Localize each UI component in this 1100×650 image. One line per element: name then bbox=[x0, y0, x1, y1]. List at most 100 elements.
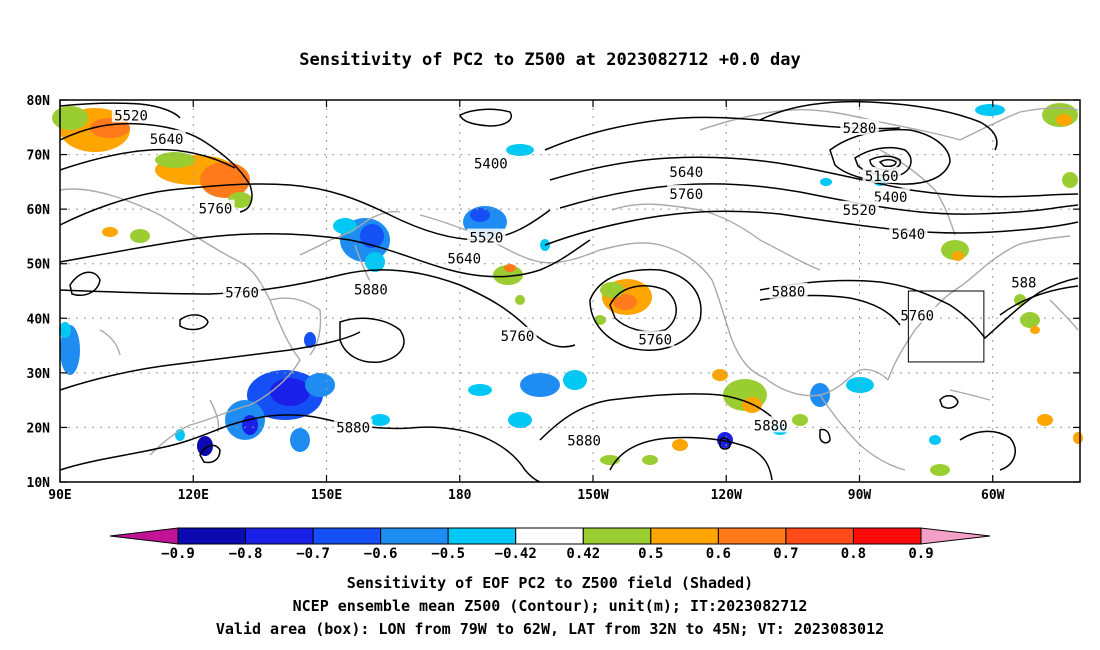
colorbar-label: −0.5 bbox=[431, 546, 465, 562]
sensitivity-patch bbox=[304, 332, 316, 348]
contour-label: 5640 bbox=[889, 224, 928, 243]
contour-label: 5760 bbox=[222, 283, 262, 302]
sensitivity-patch bbox=[1073, 432, 1083, 444]
z500-contours bbox=[59, 100, 1079, 483]
contour-label: 5640 bbox=[667, 163, 706, 181]
contour-label-text: 5880 bbox=[567, 434, 601, 450]
contour-label-bg bbox=[444, 249, 484, 266]
sensitivity-patch bbox=[333, 218, 357, 234]
valid-area-box bbox=[907, 290, 985, 363]
sensitivity-patch bbox=[52, 106, 88, 130]
colorbar-label: −0.6 bbox=[364, 546, 398, 562]
contour-label-bg bbox=[840, 118, 879, 135]
coastline bbox=[599, 242, 766, 379]
colorbar: −0.9 −0.8 −0.7 −0.6 −0.5 −0.42 0.42 0.5 0.6 0.7 0.… bbox=[109, 527, 991, 562]
contour-label-bg bbox=[898, 306, 937, 323]
colorbar-segment bbox=[312, 527, 382, 545]
z500-contour bbox=[559, 183, 1079, 215]
contour-label-bg bbox=[635, 330, 675, 347]
contour-label-text: 5760 bbox=[638, 333, 672, 349]
contour-label: 5400 bbox=[471, 154, 511, 172]
z500-contour bbox=[179, 314, 209, 331]
caption-line-2: NCEP ensemble mean Z500 (Contour); unit(… bbox=[292, 597, 808, 615]
contour-label-bg bbox=[351, 280, 391, 297]
coastline bbox=[611, 203, 821, 271]
z500-contour bbox=[589, 268, 702, 351]
contour-label-text: 5760 bbox=[900, 309, 934, 325]
contour-label: 5160 bbox=[862, 166, 901, 185]
contour-label-text: 5640 bbox=[669, 165, 703, 181]
contour-label-text: 5880 bbox=[754, 418, 788, 434]
sensitivity-patch bbox=[504, 264, 516, 272]
sensitivity-patch bbox=[563, 370, 587, 390]
z500-contour bbox=[549, 156, 1079, 198]
z500-contour bbox=[539, 393, 776, 441]
sensitivity-patch bbox=[1056, 114, 1072, 126]
contour-label-text: 5520 bbox=[843, 203, 877, 219]
contour-label-text: 5400 bbox=[474, 156, 508, 172]
colorbar-label: −0.42 bbox=[495, 546, 537, 562]
contour-label-bg bbox=[769, 282, 808, 299]
contour-label-text: 5280 bbox=[843, 121, 877, 137]
sensitivity-patch bbox=[506, 144, 534, 156]
sensitivity-patch bbox=[600, 282, 624, 298]
z500-contour bbox=[59, 232, 591, 278]
lat-label: 50N bbox=[27, 258, 51, 273]
z500-contour bbox=[199, 444, 221, 464]
coastline bbox=[209, 399, 220, 433]
z500-contour bbox=[544, 210, 1079, 246]
contour-label-bg bbox=[667, 184, 706, 201]
contour-label-bg bbox=[564, 431, 604, 448]
lon-label: 180 bbox=[448, 488, 472, 503]
contour-label-text: 5160 bbox=[865, 169, 899, 185]
coastline bbox=[949, 389, 991, 401]
colorbar-segment bbox=[785, 527, 854, 545]
colorbar-label: −0.9 bbox=[161, 546, 195, 562]
contour-label-text: 5520 bbox=[114, 108, 148, 124]
contour-label-bg bbox=[840, 200, 879, 217]
map-frame bbox=[59, 99, 1081, 483]
contour-label: 5880 bbox=[769, 282, 808, 301]
colorbar-label: −0.8 bbox=[229, 546, 263, 562]
contour-label: 5640 bbox=[147, 129, 186, 148]
colorbar-label: 0.5 bbox=[638, 546, 663, 562]
sensitivity-patch bbox=[360, 224, 384, 248]
contour-label-bg bbox=[889, 224, 928, 241]
contour-label-text: 5760 bbox=[199, 202, 233, 218]
sensitivity-patch bbox=[820, 178, 832, 186]
z500-contour bbox=[459, 108, 512, 127]
contour-label-text: 5520 bbox=[470, 231, 504, 247]
contour-label: 5520 bbox=[840, 200, 879, 219]
sensitivity-patch bbox=[493, 265, 523, 285]
lon-label: 90W bbox=[848, 488, 872, 503]
contour-label: 5880 bbox=[333, 418, 373, 437]
lat-label: 40N bbox=[27, 312, 51, 327]
sensitivity-patch bbox=[470, 208, 490, 222]
lon-label: 60W bbox=[981, 488, 1005, 503]
colorbar-segment bbox=[852, 527, 922, 545]
coastline bbox=[699, 108, 961, 141]
colorbar-segment bbox=[717, 527, 787, 545]
lon-label: 150W bbox=[577, 488, 608, 503]
sensitivity-patch bbox=[930, 464, 950, 476]
sensitivity-patch bbox=[515, 295, 525, 305]
sensitivity-patch bbox=[520, 373, 560, 397]
lon-label: 90E bbox=[48, 488, 71, 503]
lat-label: 70N bbox=[27, 149, 51, 164]
sensitivity-patch bbox=[290, 428, 310, 452]
coastline bbox=[59, 188, 301, 456]
coastline bbox=[989, 235, 1071, 263]
z500-contour bbox=[59, 102, 181, 119]
contour-label-bg bbox=[667, 163, 706, 180]
lat-label: 20N bbox=[27, 421, 51, 436]
colorbar-segment bbox=[447, 527, 517, 545]
sensitivity-patch bbox=[1014, 294, 1026, 306]
lat-label: 80N bbox=[27, 94, 51, 109]
coastline bbox=[419, 214, 601, 264]
sensitivity-patch bbox=[952, 251, 964, 261]
sensitivity-patch bbox=[365, 252, 385, 272]
sensitivity-patch bbox=[102, 227, 118, 237]
sensitivity-patch bbox=[155, 152, 195, 168]
